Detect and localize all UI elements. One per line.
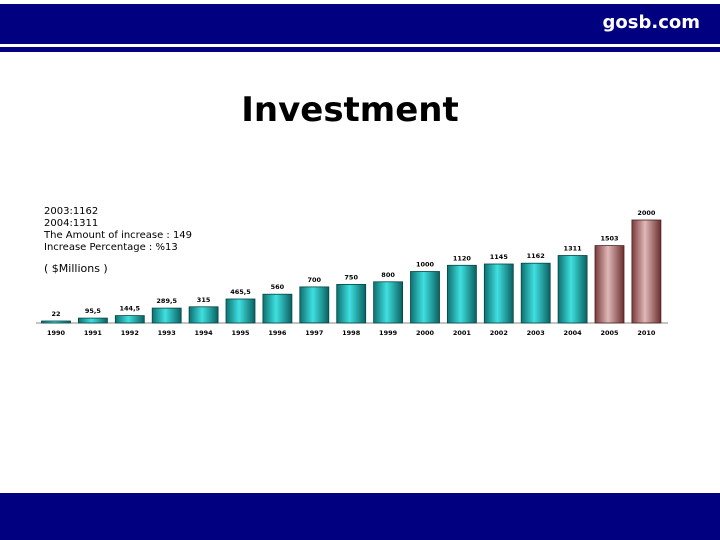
tick-label-1994: 1994 — [195, 329, 214, 337]
bar-2003 — [520, 262, 551, 324]
bar-1991 — [78, 317, 108, 324]
tick-label-1998: 1998 — [342, 329, 361, 337]
value-label-2005: 1503 — [600, 235, 618, 243]
bar-1999 — [373, 281, 404, 324]
note-line: Increase Percentage : %13 — [44, 242, 178, 253]
value-label-1994: 315 — [197, 296, 211, 304]
value-label-2003: 1162 — [527, 252, 545, 260]
bar-2000 — [410, 271, 440, 324]
increase-notes: 2003:1162 2004:1311 The Amount of increa… — [44, 206, 192, 254]
slide-title: Investment — [241, 90, 459, 130]
bar-1998 — [336, 283, 367, 324]
header-bar — [0, 4, 720, 44]
tick-label-2004: 2004 — [564, 329, 583, 337]
tick-label-1995: 1995 — [231, 329, 250, 337]
units-label: ( $Millions ) — [44, 262, 108, 275]
header-stripe — [0, 47, 720, 52]
value-label-2010: 2000 — [637, 209, 656, 217]
bar-1996 — [262, 293, 293, 324]
tick-label-1990: 1990 — [47, 329, 66, 337]
value-label-1990: 22 — [51, 310, 60, 318]
tick-label-2005: 2005 — [600, 329, 619, 337]
bar-1992 — [114, 315, 145, 324]
bar-1995 — [225, 298, 256, 324]
value-label-1992: 144,5 — [120, 305, 141, 313]
brand-logo-text: gosb.com — [602, 12, 700, 33]
tick-label-1996: 1996 — [268, 329, 287, 337]
value-label-1998: 750 — [344, 273, 358, 281]
tick-label-1993: 1993 — [158, 329, 176, 337]
bar-1993 — [151, 307, 182, 324]
tick-label-2000: 2000 — [416, 329, 435, 337]
footer-bar — [0, 493, 720, 540]
bar-2010 — [631, 219, 662, 324]
value-label-1996: 560 — [271, 283, 285, 291]
value-label-2004: 1311 — [564, 245, 583, 253]
tick-label-2001: 2001 — [453, 329, 472, 337]
tick-label-2003: 2003 — [527, 329, 545, 337]
bar-1990 — [41, 320, 71, 324]
value-label-1993: 289,5 — [156, 297, 177, 305]
bar-2001 — [446, 264, 477, 324]
value-label-2001: 1120 — [453, 254, 472, 262]
tick-label-1991: 1991 — [84, 329, 103, 337]
bar-2004 — [557, 255, 588, 324]
value-label-1995: 465,5 — [230, 288, 251, 296]
note-line: 2003:1162 — [44, 206, 99, 217]
bar-2005 — [594, 245, 625, 324]
tick-label-1997: 1997 — [305, 329, 323, 337]
note-line: 2004:1311 — [44, 218, 99, 229]
bar-1997 — [299, 286, 330, 324]
tick-label-1999: 1999 — [379, 329, 398, 337]
note-line: The Amount of increase : 149 — [44, 230, 193, 241]
tick-label-1992: 1992 — [121, 329, 139, 337]
value-label-2002: 1145 — [490, 253, 509, 261]
value-label-2000: 1000 — [416, 261, 435, 269]
tick-label-2002: 2002 — [490, 329, 508, 337]
value-label-1991: 95,5 — [85, 307, 102, 315]
bar-1994 — [188, 306, 219, 324]
tick-label-2010: 2010 — [637, 329, 656, 337]
value-label-1997: 700 — [308, 276, 322, 284]
value-label-1999: 800 — [381, 271, 395, 279]
bar-2002 — [483, 263, 514, 324]
